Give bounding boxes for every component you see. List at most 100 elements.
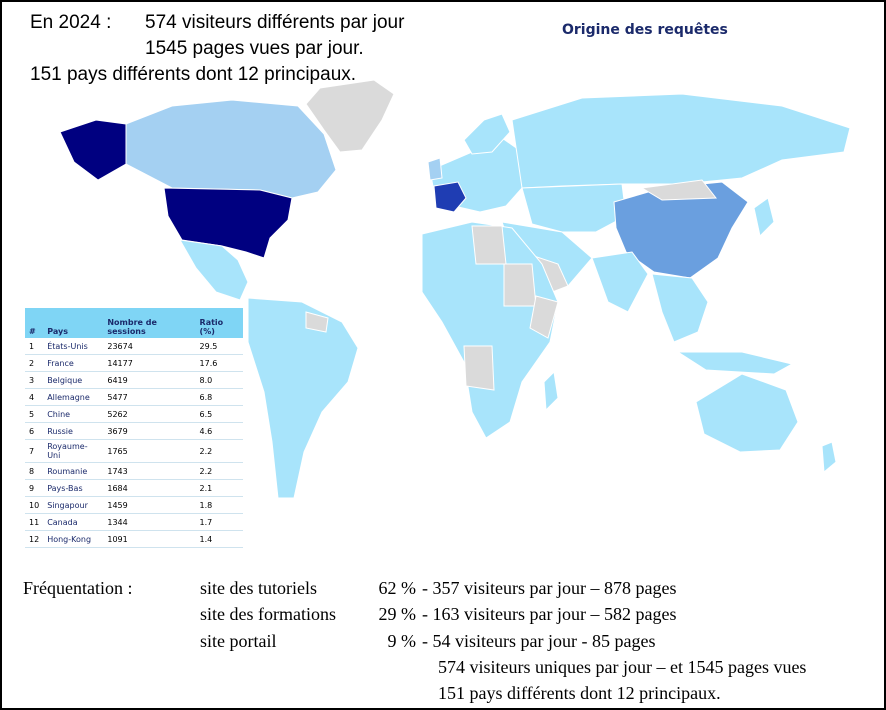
sessions-cell: 23674	[103, 338, 196, 355]
table-row: 10 Singapour 1459 1.8	[25, 496, 243, 514]
region-canada	[125, 99, 337, 199]
table-row: 4 Allemagne 5477 6.8	[25, 388, 243, 406]
table-row: 5 Chine 5262 6.5	[25, 405, 243, 423]
frequentation-label: Fréquentation :	[23, 578, 133, 598]
table-row: 1 États-Unis 23674 29.5	[25, 338, 243, 355]
ratio-cell: 1.8	[195, 496, 243, 514]
region-japan	[753, 197, 775, 238]
summary-countries: 151 pays différents dont 12 principaux.	[438, 683, 721, 703]
table-row: 8 Roumanie 1743 2.2	[25, 462, 243, 480]
region-central-africa	[463, 345, 495, 391]
region-uk	[427, 157, 443, 181]
region-se-asia	[651, 273, 709, 343]
rank-cell: 6	[25, 422, 44, 440]
region-alaska	[59, 119, 127, 181]
header-pages: 1545 pages vues par jour.	[145, 38, 364, 59]
site-pct: 62 %	[378, 578, 417, 598]
ratio-cell: 6.5	[195, 405, 243, 423]
site-name: site des tutoriels	[200, 578, 317, 598]
ratio-cell: 4.6	[195, 422, 243, 440]
world-map	[59, 79, 851, 499]
ratio-cell: 17.6	[195, 354, 243, 372]
country-stats-table: # Pays Nombre de sessions Ratio (%) 1 Éta…	[25, 308, 243, 548]
table-row: 11 Canada 1344 1.7	[25, 513, 243, 531]
sessions-cell: 5262	[103, 405, 196, 423]
country-cell: Royaume-Uni	[43, 439, 104, 463]
site-detail: - 54 visiteurs par jour - 85 pages	[422, 631, 656, 651]
country-cell: Chine	[43, 405, 104, 423]
ratio-cell: 2.1	[195, 479, 243, 497]
region-libya	[471, 225, 507, 265]
region-new-zealand	[821, 441, 837, 474]
rank-cell: 1	[25, 338, 44, 355]
site-pct: 29 %	[378, 604, 417, 624]
table-row: 7 Royaume-Uni 1765 2.2	[25, 439, 243, 463]
country-cell: Canada	[43, 513, 104, 531]
country-cell: Roumanie	[43, 462, 104, 480]
table-row: 12 Hong-Kong 1091 1.4	[25, 530, 243, 548]
region-south-america	[247, 297, 359, 499]
rank-cell: 2	[25, 354, 44, 372]
site-pct: 9 %	[387, 631, 417, 651]
rank-cell: 10	[25, 496, 44, 514]
sessions-cell: 1743	[103, 462, 196, 480]
region-usa	[163, 187, 293, 259]
region-mongolia	[640, 179, 717, 201]
site-detail: - 163 visiteurs par jour – 582 pages	[422, 604, 677, 624]
region-madagascar	[543, 370, 559, 412]
table-row: 6 Russie 3679 4.6	[25, 422, 243, 440]
region-india	[591, 251, 649, 313]
region-indonesia	[676, 351, 794, 375]
col-sessions: Nombre de sessions	[103, 308, 196, 338]
country-cell: États-Unis	[43, 338, 104, 355]
map-title: Origine des requêtes	[562, 22, 728, 38]
site-name: site portail	[200, 631, 277, 651]
ratio-cell: 8.0	[195, 371, 243, 389]
region-france	[433, 181, 467, 213]
ratio-cell: 2.2	[195, 462, 243, 480]
rank-cell: 7	[25, 439, 44, 463]
ratio-cell: 29.5	[195, 338, 243, 355]
country-cell: Belgique	[43, 371, 104, 389]
country-cell: France	[43, 354, 104, 372]
country-cell: Allemagne	[43, 388, 104, 406]
sessions-cell: 14177	[103, 354, 196, 372]
ratio-cell: 1.4	[195, 530, 243, 548]
table-row: 2 France 14177 17.6	[25, 354, 243, 372]
col-rank: #	[25, 308, 44, 338]
country-cell: Russie	[43, 422, 104, 440]
sessions-cell: 6419	[103, 371, 196, 389]
table-row: 9 Pays-Bas 1684 2.1	[25, 479, 243, 497]
ratio-cell: 1.7	[195, 513, 243, 531]
site-detail: - 357 visiteurs par jour – 878 pages	[422, 578, 677, 598]
header-visitors: 574 visiteurs différents par jour	[145, 12, 405, 33]
ratio-cell: 2.2	[195, 439, 243, 463]
region-sudan	[503, 263, 537, 307]
region-greenland	[305, 79, 395, 153]
site-name: site des formations	[200, 604, 336, 624]
rank-cell: 12	[25, 530, 44, 548]
country-cell: Hong-Kong	[43, 530, 104, 548]
table-header-row: # Pays Nombre de sessions Ratio (%)	[25, 308, 243, 338]
region-australia	[695, 373, 799, 453]
ratio-cell: 6.8	[195, 388, 243, 406]
sessions-cell: 1684	[103, 479, 196, 497]
region-central-asia	[521, 183, 627, 233]
country-cell: Pays-Bas	[43, 479, 104, 497]
col-country: Pays	[43, 308, 104, 338]
region-mexico	[179, 239, 249, 301]
region-russia	[511, 93, 851, 189]
region-somalia	[529, 295, 559, 339]
header-countries: 151 pays différents dont 12 principaux.	[30, 64, 357, 85]
rank-cell: 5	[25, 405, 44, 423]
table-row: 3 Belgique 6419 8.0	[25, 371, 243, 389]
header-year-label: En 2024 :	[30, 12, 112, 33]
sessions-cell: 1091	[103, 530, 196, 548]
sessions-cell: 3679	[103, 422, 196, 440]
region-guyanas	[305, 311, 329, 333]
sessions-cell: 1344	[103, 513, 196, 531]
summary-visitors: 574 visiteurs uniques par jour – et 1545…	[438, 657, 807, 677]
country-cell: Singapour	[43, 496, 104, 514]
rank-cell: 3	[25, 371, 44, 389]
